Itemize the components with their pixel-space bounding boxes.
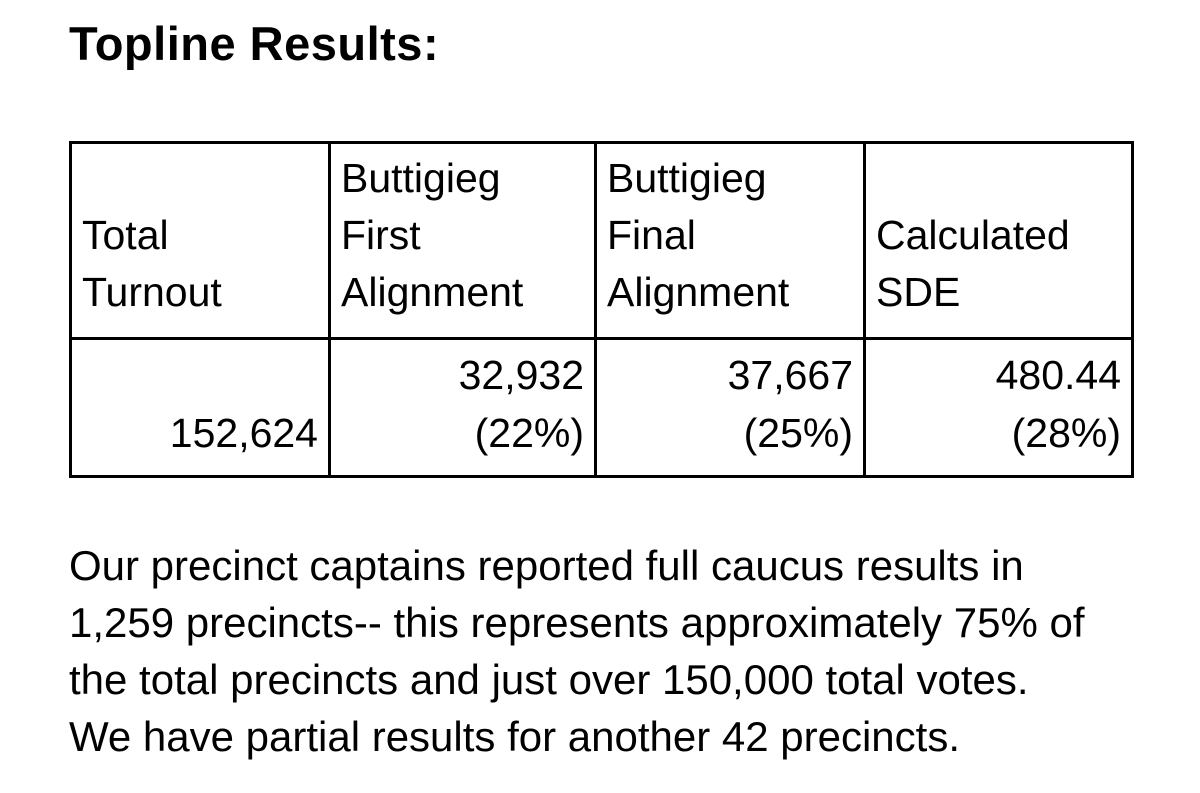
header-line: First <box>341 212 421 258</box>
header-line: Buttigieg <box>607 155 767 201</box>
paragraph-line: We have partial results for another 42 p… <box>69 713 961 760</box>
cell-value: 37,667 <box>727 352 853 398</box>
paragraph-line: the total precincts and just over 150,00… <box>69 656 1029 703</box>
cell-percent: (25%) <box>743 410 853 456</box>
cell-percent: (28%) <box>1011 410 1121 456</box>
summary-paragraph: Our precinct captains reported full cauc… <box>69 537 1154 765</box>
header-line: Final <box>607 212 696 258</box>
cell-value: 480.44 <box>995 352 1121 398</box>
column-header-buttigieg-first-alignment: Buttigieg First Alignment <box>328 141 597 340</box>
paragraph-line: 1,259 precincts-- this represents approx… <box>69 599 1085 646</box>
paragraph-line: Our precinct captains reported full cauc… <box>69 542 1024 589</box>
header-line: Turnout <box>82 269 222 315</box>
cell-buttigieg-first-alignment: 32,932 (22%) <box>328 337 597 478</box>
header-line: Total <box>82 212 169 258</box>
cell-total-turnout: 152,624 <box>69 337 331 478</box>
header-line: SDE <box>876 269 961 315</box>
table-header-row: Total Turnout Buttigieg First Alignment … <box>69 141 1134 340</box>
header-line: Calculated <box>876 212 1070 258</box>
table-data-row: 152,624 32,932 (22%) 37,667 (25%) 480.44… <box>69 337 1134 478</box>
header-line: Alignment <box>341 269 524 315</box>
header-line: Buttigieg <box>341 155 501 201</box>
results-table: Total Turnout Buttigieg First Alignment … <box>69 141 1134 478</box>
page-title: Topline Results: <box>69 17 440 70</box>
column-header-buttigieg-final-alignment: Buttigieg Final Alignment <box>594 141 866 340</box>
column-header-calculated-sde: Calculated SDE <box>863 141 1134 340</box>
cell-percent: (22%) <box>474 410 584 456</box>
cell-value: 32,932 <box>458 352 584 398</box>
column-header-total-turnout: Total Turnout <box>69 141 331 340</box>
cell-buttigieg-final-alignment: 37,667 (25%) <box>594 337 866 478</box>
cell-value: 152,624 <box>169 410 318 456</box>
cell-calculated-sde: 480.44 (28%) <box>863 337 1134 478</box>
header-line: Alignment <box>607 269 790 315</box>
